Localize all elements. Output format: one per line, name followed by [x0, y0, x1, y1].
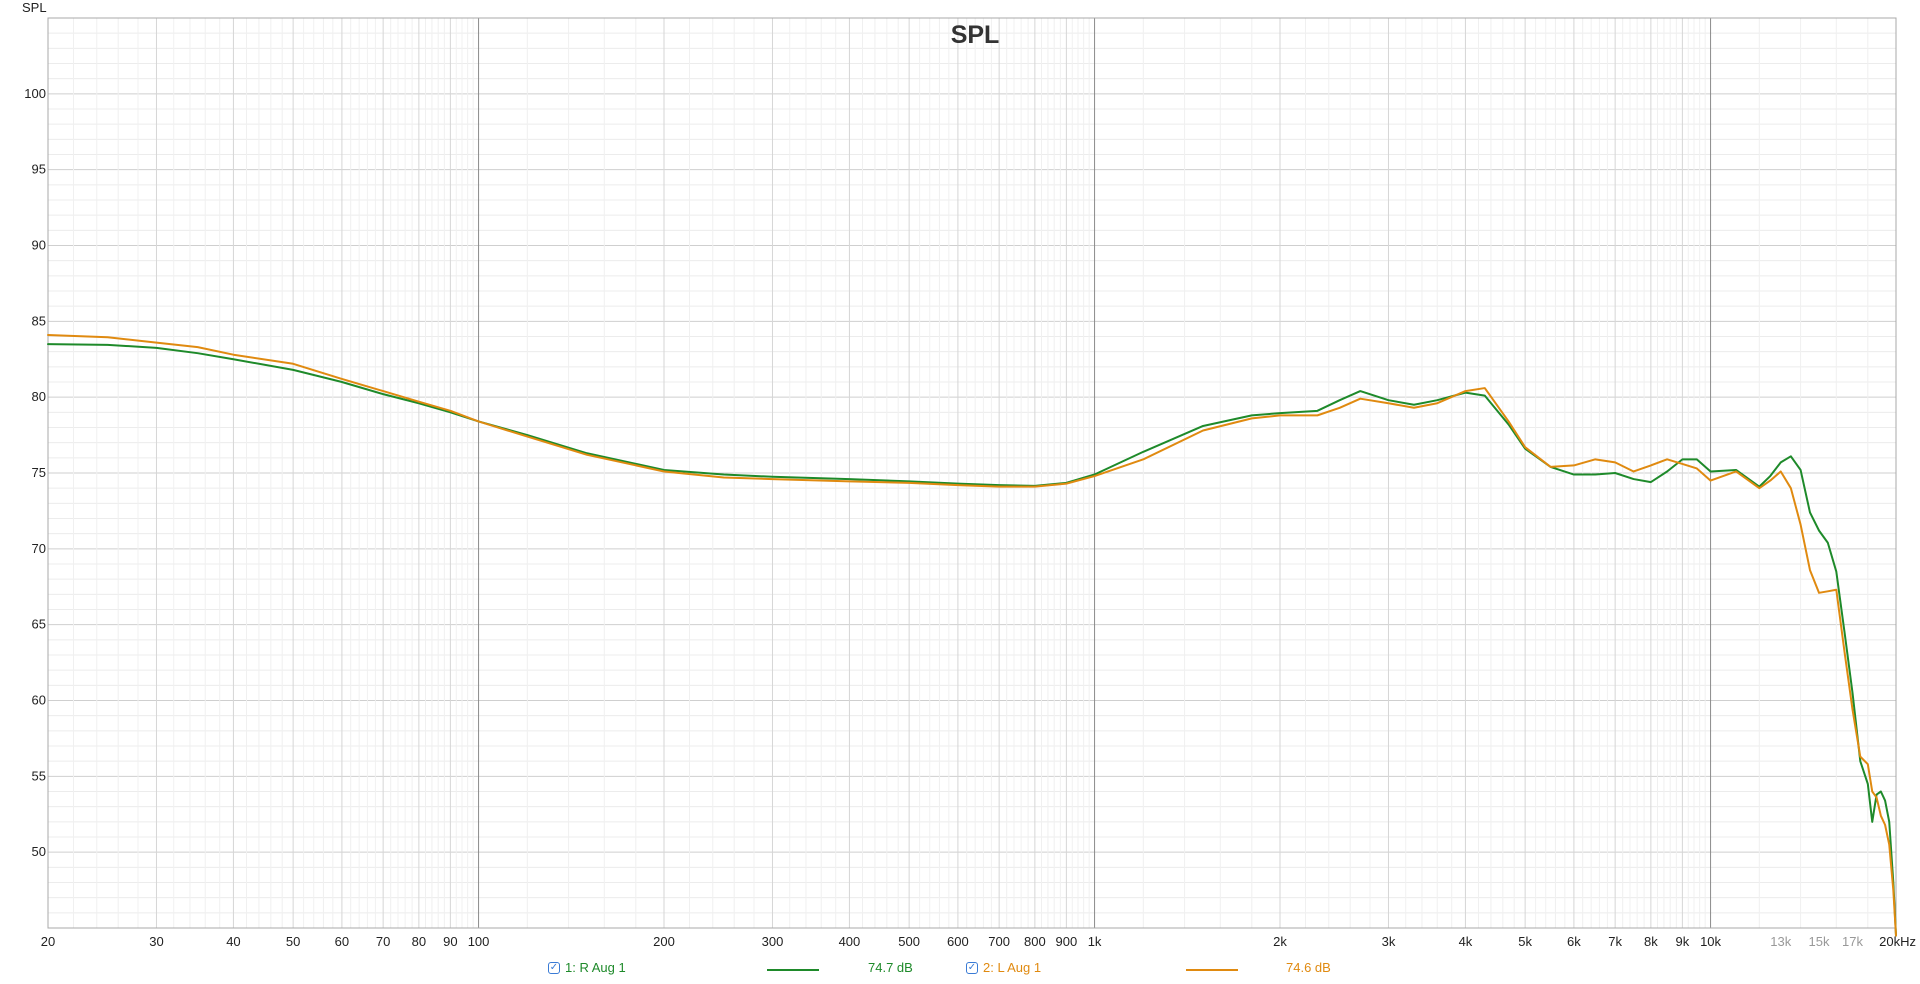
x-tick-label: 6k — [1567, 934, 1581, 949]
checkbox-checked-icon[interactable]: ✓ — [548, 961, 560, 974]
legend-series-1-value: 74.7 dB — [868, 960, 913, 975]
x-tick-label: 100 — [468, 934, 490, 949]
y-tick-label: 95 — [32, 162, 46, 177]
y-tick-label: 80 — [32, 389, 46, 404]
x-tick-label: 90 — [443, 934, 457, 949]
x-tick-label: 5k — [1518, 934, 1532, 949]
x-tick-label: 3k — [1382, 934, 1396, 949]
x-tick-label: 400 — [839, 934, 861, 949]
y-tick-labels: 100 95 90 85 80 75 70 65 60 55 50 — [24, 86, 46, 859]
plot-frame — [47, 17, 1897, 929]
series-line-2 — [47, 333, 1897, 937]
y-tick-label: 75 — [32, 465, 46, 480]
x-tick-label: 4k — [1459, 934, 1473, 949]
legend-item-series-1[interactable]: ✓ 1: R Aug 1 — [548, 960, 626, 975]
x-tick-label: 2k — [1273, 934, 1287, 949]
grid — [48, 17, 1896, 929]
x-tick-label: 800 — [1024, 934, 1046, 949]
x-tick-label: 80 — [412, 934, 426, 949]
x-tick-label: 700 — [988, 934, 1010, 949]
y-tick-label: 90 — [32, 238, 46, 253]
y-tick-label: 85 — [32, 313, 46, 328]
series-group — [47, 333, 1897, 937]
x-tick-label: 9k — [1676, 934, 1690, 949]
x-tick-label: 17k — [1842, 934, 1863, 949]
x-tick-labels: 20 30 40 50 60 70 80 90 100 200 300 400 500 600 700 800… — [41, 934, 1916, 949]
x-tick-label: 500 — [898, 934, 920, 949]
legend-series-2-value: 74.6 dB — [1286, 960, 1331, 975]
legend-series-1-name: 1: R Aug 1 — [565, 960, 626, 975]
x-tick-label: 13k — [1770, 934, 1791, 949]
x-tick-label: 900 — [1056, 934, 1078, 949]
legend: ✓ 1: R Aug 1 74.7 dB ✓ 2: L Aug 1 74.6 d… — [0, 958, 1920, 982]
x-tick-label: 70 — [376, 934, 390, 949]
legend-series-2-name: 2: L Aug 1 — [983, 960, 1042, 975]
x-tick-label: 50 — [286, 934, 300, 949]
y-axis-label: SPL — [22, 0, 47, 15]
x-tick-label: 20kHz — [1879, 934, 1916, 949]
legend-series-1-swatch — [767, 969, 819, 971]
legend-item-series-2[interactable]: ✓ 2: L Aug 1 — [966, 960, 1041, 975]
y-tick-label: 60 — [32, 693, 46, 708]
x-tick-label: 60 — [335, 934, 349, 949]
y-tick-label: 70 — [32, 541, 46, 556]
x-tick-label: 8k — [1644, 934, 1658, 949]
x-tick-label: 10k — [1700, 934, 1721, 949]
chart-title: SPL — [951, 21, 1000, 49]
x-tick-label: 40 — [226, 934, 240, 949]
x-tick-label: 600 — [947, 934, 969, 949]
y-tick-label: 65 — [32, 617, 46, 632]
x-tick-label: 300 — [762, 934, 784, 949]
x-tick-label: 15k — [1809, 934, 1830, 949]
x-tick-label: 200 — [653, 934, 675, 949]
y-tick-label: 100 — [24, 86, 46, 101]
y-tick-label: 55 — [32, 768, 46, 783]
x-tick-label: 7k — [1608, 934, 1622, 949]
x-tick-label: 30 — [149, 934, 163, 949]
x-tick-label: 1k — [1088, 934, 1102, 949]
checkbox-checked-icon[interactable]: ✓ — [966, 961, 978, 974]
y-tick-label: 50 — [32, 844, 46, 859]
legend-series-2-swatch — [1186, 969, 1238, 971]
series-line-1 — [47, 343, 1897, 937]
x-tick-label: 20 — [41, 934, 55, 949]
